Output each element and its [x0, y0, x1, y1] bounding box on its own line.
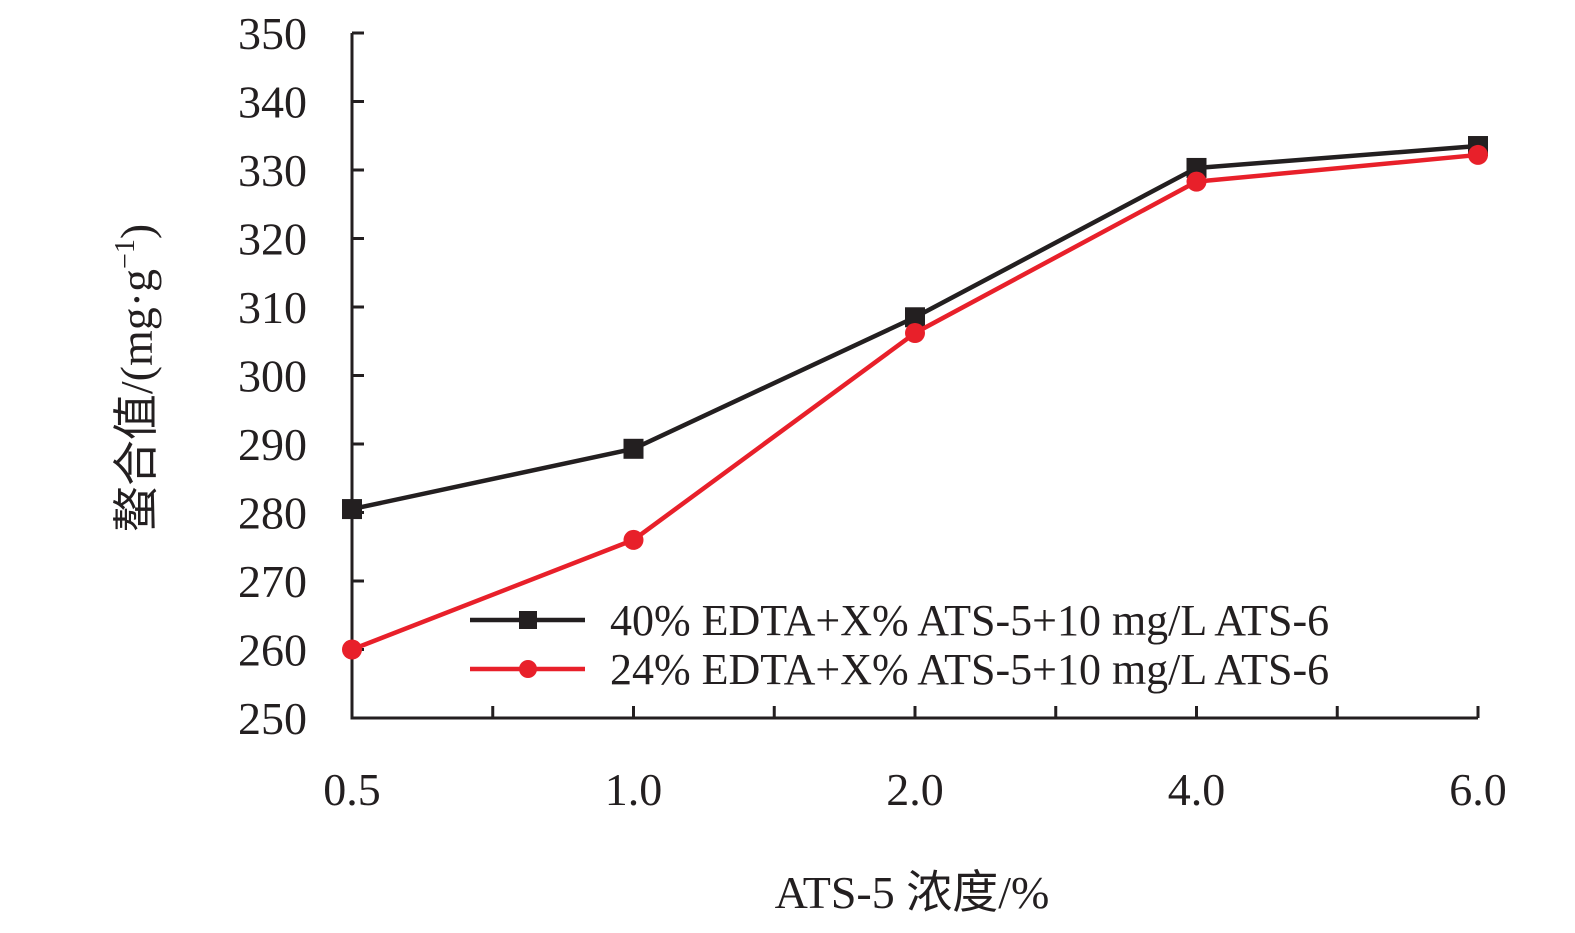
data-point: [1186, 157, 1207, 178]
legend-item: 40% EDTA+X% ATS-5+10 mg/L ATS-6: [470, 596, 1329, 645]
series-1: [342, 136, 1488, 520]
y-tick-label: 330: [238, 145, 307, 196]
x-tick-label: 6.0: [1449, 764, 1507, 815]
legend: 40% EDTA+X% ATS-5+10 mg/L ATS-624% EDTA+…: [470, 596, 1329, 694]
data-point: [342, 499, 362, 520]
y-tick-label: 290: [238, 419, 307, 470]
legend-label: 40% EDTA+X% ATS-5+10 mg/L ATS-6: [610, 596, 1329, 645]
data-point: [342, 639, 362, 660]
data-point: [905, 323, 925, 344]
y-tick-label: 280: [238, 488, 307, 539]
y-tick-label: 250: [238, 693, 307, 744]
legend-label: 24% EDTA+X% ATS-5+10 mg/L ATS-6: [610, 645, 1329, 694]
data-point: [623, 529, 644, 550]
x-axis-ticks: 0.5 1.0 2.0 4.0 6.0: [323, 706, 1507, 815]
y-tick-label: 300: [238, 351, 307, 402]
x-tick-label: 2.0: [886, 764, 944, 815]
y-tick-label: 270: [238, 556, 307, 607]
y-axis-title-close: ): [111, 224, 162, 239]
data-point: [1468, 144, 1488, 165]
y-axis-title-main: 螯合值/(mg·g: [111, 269, 162, 532]
legend-marker: [519, 611, 537, 629]
y-axis-ticks: 250 260 270 280 290 300 310 320 330 340 350: [238, 8, 364, 744]
legend-marker: [519, 660, 537, 678]
y-axis-title-superscript: −1: [110, 239, 141, 269]
series-line: [351, 152, 1479, 652]
x-axis-title: ATS-5 浓度/%: [775, 867, 1050, 918]
legend-item: 24% EDTA+X% ATS-5+10 mg/L ATS-6: [470, 645, 1329, 694]
y-axis-title: 螯合值/(mg·g−1): [110, 224, 162, 532]
series-2: [342, 144, 1488, 660]
x-tick-label: 4.0: [1168, 764, 1226, 815]
series-layer: [342, 136, 1488, 660]
x-tick-label: 0.5: [323, 764, 381, 815]
y-tick-label: 340: [238, 77, 307, 128]
y-tick-label: 350: [238, 8, 307, 59]
data-point: [905, 307, 925, 328]
y-tick-label: 260: [238, 625, 307, 676]
y-tick-label: 310: [238, 282, 307, 333]
x-tick-label: 1.0: [605, 764, 663, 815]
data-point: [1186, 171, 1207, 192]
y-tick-label: 320: [238, 214, 307, 265]
data-point: [623, 438, 644, 459]
